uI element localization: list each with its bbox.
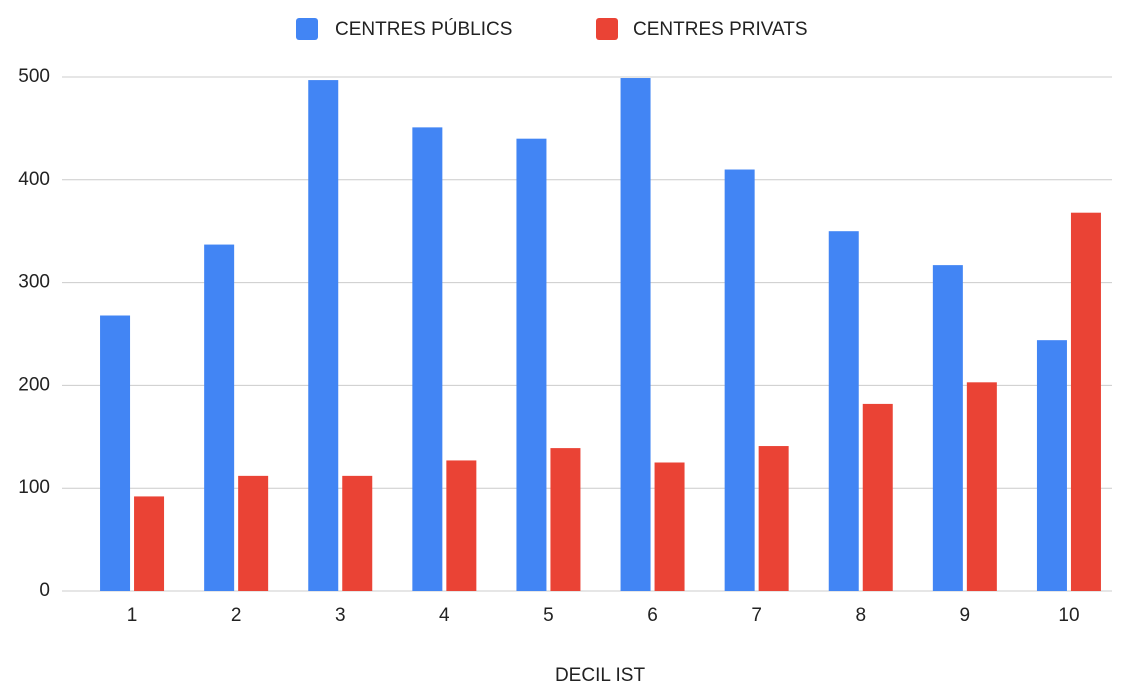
bar xyxy=(100,315,131,591)
x-tick-label: 3 xyxy=(335,605,346,626)
bar xyxy=(446,460,477,591)
y-tick-label: 100 xyxy=(18,477,50,498)
bar xyxy=(308,80,339,592)
x-tick-label: 9 xyxy=(960,605,971,626)
bar xyxy=(724,169,755,591)
bar xyxy=(412,127,443,591)
bar xyxy=(516,138,547,591)
legend-label: CENTRES PRIVATS xyxy=(633,19,808,40)
bar xyxy=(1036,340,1067,591)
x-axis-title: DECIL IST xyxy=(555,665,645,684)
x-tick-label: 6 xyxy=(647,605,658,626)
x-tick-label: 7 xyxy=(751,605,762,626)
bar xyxy=(1070,212,1101,592)
legend-swatch xyxy=(296,18,318,40)
x-tick-label: 8 xyxy=(855,605,866,626)
bar xyxy=(238,475,269,591)
y-tick-label: 300 xyxy=(18,272,50,293)
bar xyxy=(932,265,963,591)
legend-swatch xyxy=(596,18,618,40)
bar xyxy=(134,496,165,591)
bar xyxy=(966,382,997,591)
x-tick-label: 1 xyxy=(127,605,138,626)
x-tick-label: 4 xyxy=(439,605,450,626)
bar xyxy=(654,462,685,591)
y-tick-label: 0 xyxy=(39,580,50,601)
bar xyxy=(828,231,859,591)
bar xyxy=(342,475,373,591)
y-tick-label: 200 xyxy=(18,374,50,395)
x-tick-label: 10 xyxy=(1058,605,1079,626)
bar xyxy=(204,244,235,591)
bar xyxy=(550,448,581,591)
bar xyxy=(862,403,893,591)
bar xyxy=(758,446,789,591)
y-tick-label: 400 xyxy=(18,169,50,190)
x-tick-label: 5 xyxy=(543,605,554,626)
x-tick-label: 2 xyxy=(231,605,242,626)
y-tick-label: 500 xyxy=(18,66,50,87)
bar xyxy=(620,78,651,591)
legend-label: CENTRES PÚBLICS xyxy=(335,18,512,40)
